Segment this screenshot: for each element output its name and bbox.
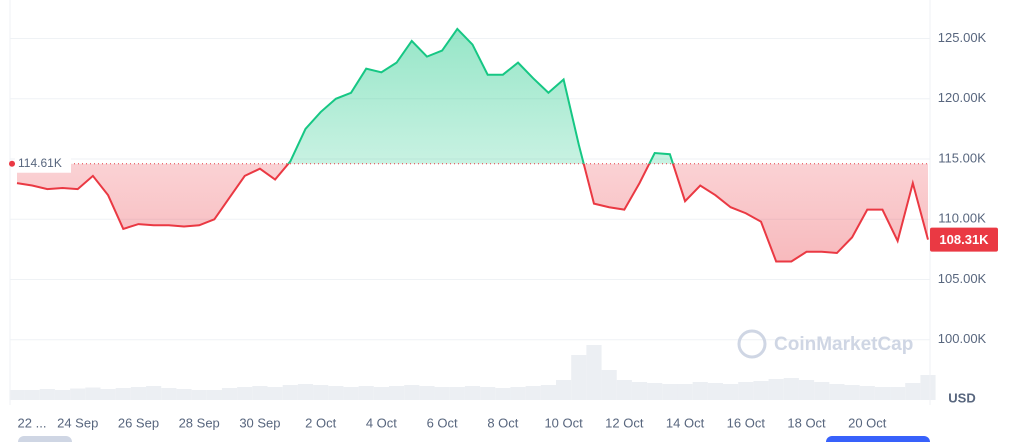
volume-bar: [404, 385, 420, 400]
volume-bar: [373, 387, 389, 400]
volume-bar: [221, 388, 238, 400]
volume-bar: [890, 387, 906, 400]
volume-bar: [480, 387, 496, 400]
x-tick-label: 10 Oct: [544, 415, 583, 430]
volume-bar: [449, 387, 465, 400]
price-line-down: [16, 163, 929, 263]
volume-bar: [510, 387, 526, 400]
volume-bar: [905, 383, 921, 400]
volume-bar: [85, 387, 101, 400]
volume-bar: [920, 375, 936, 400]
x-tick-label: 4 Oct: [366, 415, 397, 430]
x-tick-label: 6 Oct: [427, 415, 458, 430]
last-price-label: 108.31K: [939, 232, 989, 247]
volume-bar: [540, 385, 557, 400]
y-tick-label: 100.00K: [938, 331, 987, 346]
y-tick-label: 105.00K: [938, 271, 987, 286]
volume: [9, 345, 936, 400]
volume-bar: [783, 378, 799, 400]
x-tick-label: 12 Oct: [605, 415, 644, 430]
volume-bar: [662, 384, 678, 400]
y-tick-label: 120.00K: [938, 90, 987, 105]
volume-bar: [631, 382, 648, 400]
volume-bar: [464, 386, 481, 400]
volume-bar: [874, 387, 891, 400]
volume-bar: [647, 383, 663, 400]
x-tick-label: 30 Sep: [239, 415, 280, 430]
volume-bar: [358, 386, 374, 400]
volume-bar: [24, 390, 40, 400]
volume-bar: [859, 386, 875, 400]
volume-bar: [525, 386, 541, 400]
y-unit: USD: [948, 390, 975, 405]
x-tick-label: 16 Oct: [727, 415, 766, 430]
area-up: [288, 28, 673, 164]
x-tick-label: 8 Oct: [487, 415, 518, 430]
volume-bar: [237, 387, 253, 400]
volume-bar: [707, 383, 724, 400]
volume-bar: [313, 385, 329, 400]
volume-bar: [419, 386, 435, 400]
volume-bar: [723, 384, 739, 400]
volume-bar: [100, 389, 116, 400]
volume-bar: [616, 380, 632, 400]
volume-bar: [768, 379, 784, 400]
volume-bar: [297, 384, 314, 400]
volume-bar: [798, 380, 815, 400]
volume-bar: [267, 387, 283, 400]
volume-bar: [252, 386, 268, 400]
volume-bar: [844, 385, 860, 400]
x-tick-label: 14 Oct: [666, 415, 705, 430]
volume-bar: [343, 387, 359, 400]
volume-bar: [191, 390, 207, 400]
x-tick-label: 26 Sep: [118, 415, 159, 430]
volume-bar: [130, 387, 147, 400]
y-tick-label: 115.00K: [938, 150, 986, 165]
volume-bar: [388, 386, 405, 400]
baseline-label: 114.61K: [18, 156, 62, 170]
volume-bar: [556, 380, 572, 400]
volume-bar: [601, 370, 617, 400]
watermark: CoinMarketCap: [737, 329, 913, 359]
price-line-up: [287, 27, 675, 164]
volume-bar: [738, 382, 754, 400]
baseline-dot: [9, 160, 15, 167]
y-tick-label: 125.00K: [938, 30, 987, 45]
range-pill[interactable]: [826, 436, 930, 442]
volume-bar: [9, 390, 25, 400]
volume-bar: [70, 388, 86, 400]
volume-bar: [39, 389, 55, 400]
volume-bar: [692, 382, 708, 400]
x-tick-label: 18 Oct: [787, 415, 826, 430]
x-tick-label: 24 Sep: [57, 415, 98, 430]
scroll-pill[interactable]: [18, 436, 72, 442]
y-tick-label: 110.00K: [938, 211, 986, 226]
volume-bar: [176, 389, 192, 400]
volume-bar: [115, 388, 131, 400]
volume-bar: [814, 382, 830, 400]
volume-bar: [571, 355, 587, 400]
volume-bar: [434, 387, 450, 400]
volume-bar: [495, 388, 511, 400]
baseline-label-bg: [15, 154, 71, 173]
volume-bar: [282, 385, 298, 400]
x-tick-label: 2 Oct: [305, 415, 336, 430]
x-tick-label: 20 Oct: [848, 415, 887, 430]
last-price-tag: [930, 227, 998, 252]
watermark-text: CoinMarketCap: [774, 334, 913, 355]
volume-bar: [586, 345, 602, 400]
volume-bar: [677, 384, 693, 400]
volume-bar: [161, 388, 177, 400]
volume-bar: [206, 390, 222, 400]
volume-bar: [753, 381, 769, 400]
x-tick-label: 22 ...: [18, 415, 47, 430]
volume-bar: [146, 386, 162, 400]
volume-bar: [54, 390, 71, 400]
volume-bar: [829, 384, 845, 400]
plot: 114.61K 108.31K: [9, 27, 998, 263]
volume-bar: [328, 386, 344, 400]
x-tick-label: 28 Sep: [179, 415, 220, 430]
